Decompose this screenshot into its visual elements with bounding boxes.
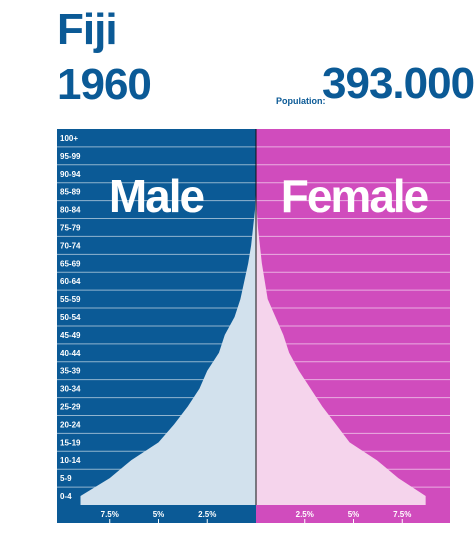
age-label: 65-69: [60, 259, 81, 268]
age-label: 70-74: [60, 241, 81, 250]
age-label: 60-64: [60, 277, 81, 286]
female-axis-bar: [256, 505, 450, 523]
x-tick-label: 5%: [348, 510, 360, 519]
age-label: 15-19: [60, 438, 81, 447]
age-label: 95-99: [60, 152, 81, 161]
age-label: 10-14: [60, 456, 81, 465]
male-population-area: [80, 129, 256, 505]
age-label: 25-29: [60, 403, 81, 412]
x-axis-ticks: 7.5% 5% 2.5% 2.5% 5% 7.5%: [101, 510, 411, 523]
male-axis-bar: [57, 505, 256, 523]
age-label: 40-44: [60, 349, 81, 358]
population-value: 393.000: [322, 59, 474, 108]
age-label: 30-34: [60, 385, 81, 394]
x-tick-label: 5%: [153, 510, 165, 519]
x-tick-label: 2.5%: [296, 510, 314, 519]
age-label: 5-9: [60, 474, 72, 483]
female-population-area: [256, 129, 426, 505]
x-tick-label: 7.5%: [393, 510, 411, 519]
age-label: 35-39: [60, 367, 81, 376]
age-label: 45-49: [60, 331, 81, 340]
population-label: Population:: [276, 96, 326, 106]
year-title: 1960: [57, 60, 152, 109]
age-label: 90-94: [60, 170, 81, 179]
age-label: 50-54: [60, 313, 81, 322]
male-label: Male: [109, 170, 205, 222]
age-label: 85-89: [60, 188, 81, 197]
age-label: 75-79: [60, 223, 81, 232]
age-labels: 0-4 5-9 10-14 15-19 20-24 25-29 30-34 35-39 40-4…: [60, 134, 81, 501]
age-label: 100+: [60, 134, 78, 143]
age-label: 80-84: [60, 206, 81, 215]
country-title: Fiji: [57, 5, 118, 54]
female-label: Female: [281, 170, 429, 222]
age-label: 20-24: [60, 420, 81, 429]
x-tick-label: 7.5%: [101, 510, 119, 519]
age-label: 0-4: [60, 492, 72, 501]
age-label: 55-59: [60, 295, 81, 304]
x-tick-label: 2.5%: [198, 510, 216, 519]
